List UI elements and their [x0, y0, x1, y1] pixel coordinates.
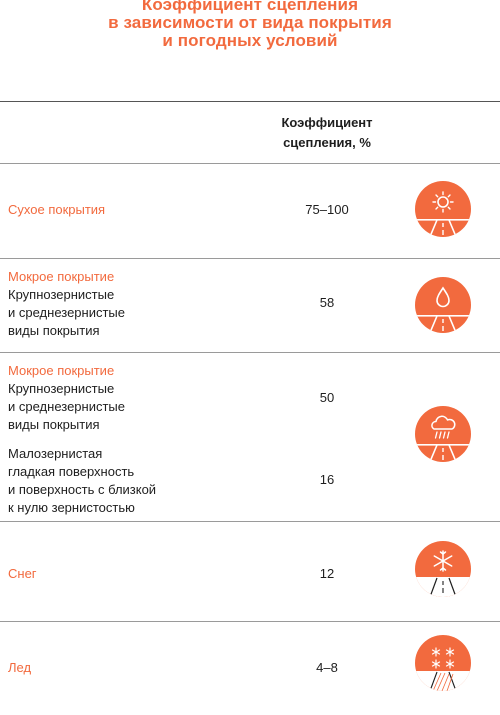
rain-cloud-road-icon [415, 406, 471, 462]
coefficient-value: 50 [319, 390, 335, 405]
condition-label: Сухое покрытия [8, 202, 106, 217]
coefficient-value: 58 [319, 295, 335, 310]
condition-label: Лед [8, 660, 32, 675]
row-rule [0, 621, 500, 622]
ice-road-icon [415, 635, 471, 691]
condition-label: Снег [8, 566, 37, 581]
row-rule [0, 258, 500, 259]
title-line-1: Коэффициент сцепления [141, 0, 359, 14]
column-header-line-1: Коэффициент [281, 115, 373, 130]
coefficient-value: 4–8 [316, 660, 338, 675]
surface-line: Крупнозернистые [8, 287, 115, 302]
column-header-line-2: сцепления, % [283, 135, 371, 150]
condition-label: Мокрое покрытие [8, 269, 115, 284]
surface-line: гладкая поверхность [8, 464, 135, 479]
surface-line: и среднезернистые [8, 305, 125, 320]
page-title: Коэффициент сцепления в зависимости от в… [0, 0, 500, 50]
surface-line: виды покрытия [8, 417, 100, 432]
surface-line: Крупнозернистые [8, 381, 115, 396]
coefficient-value: 75–100 [305, 202, 349, 217]
surface-line: виды покрытия [8, 323, 100, 338]
title-line-2: в зависимости от вида покрытия [108, 13, 392, 32]
table-top-rule [0, 101, 500, 102]
condition-label: Мокрое покрытие [8, 363, 115, 378]
surface-line: и среднезернистые [8, 399, 125, 414]
column-header-coefficient: Коэффициент сцепления, % [262, 113, 392, 153]
surface-line: Малозернистая [8, 446, 103, 461]
snowflake-road-icon [415, 541, 471, 597]
coefficient-value: 12 [319, 566, 335, 581]
surface-line: и поверхность с близкой [8, 482, 157, 497]
title-line-3: и погодных условий [162, 31, 338, 50]
raindrop-road-icon [415, 277, 471, 333]
header-rule [0, 163, 500, 164]
row-rule [0, 352, 500, 353]
row-rule [0, 521, 500, 522]
surface-line: к нулю зернистостью [8, 500, 135, 515]
sun-road-icon [415, 181, 471, 237]
coefficient-value: 16 [319, 472, 335, 487]
